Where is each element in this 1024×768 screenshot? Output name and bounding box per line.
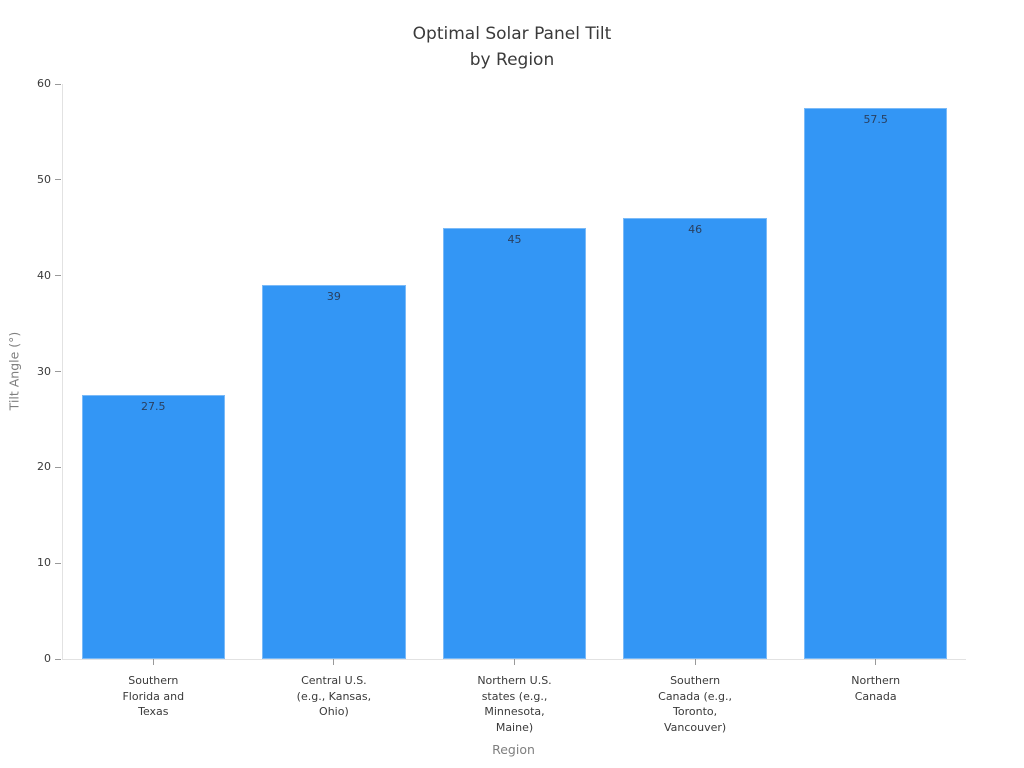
- x-tick-label: Central U.S. (e.g., Kansas, Ohio): [296, 674, 372, 718]
- bar: 45: [442, 227, 587, 659]
- bar: 57.5: [803, 107, 948, 659]
- x-tick-mark: [152, 659, 154, 665]
- y-tick-mark: [55, 179, 61, 181]
- y-tick-label: 50: [37, 172, 51, 186]
- y-tick-mark: [55, 562, 61, 564]
- y-tick-label: 10: [37, 556, 51, 570]
- y-tick-label: 30: [37, 364, 51, 378]
- x-tick-label: Southern Canada (e.g., Toronto, Vancouve…: [658, 674, 733, 734]
- x-tick-mark: [875, 659, 877, 665]
- y-tick-mark: [55, 83, 61, 85]
- plot-area: 0 10 20 30 40 50 60 27.5 39 45 46 57.5 Southern Fl…: [37, 77, 966, 734]
- bar-value-label: 45: [507, 232, 522, 246]
- x-tick-label: Northern U.S. states (e.g., Minnesota, M…: [477, 674, 552, 734]
- y-tick-mark: [55, 371, 61, 372]
- y-tick-mark: [55, 658, 61, 660]
- y-tick-label: 20: [37, 460, 51, 474]
- x-tick-label: Northern Canada: [851, 674, 901, 703]
- x-tick-mark: [333, 659, 335, 665]
- x-axis-title: Region: [492, 742, 535, 757]
- bar: 46: [623, 218, 767, 659]
- chart-title-line-2: by Region: [469, 50, 555, 70]
- bar-value-label: 46: [688, 223, 703, 237]
- x-tick-mark: [514, 659, 515, 665]
- y-tick-label: 40: [37, 268, 51, 282]
- bar-value-label: 39: [326, 290, 341, 304]
- y-tick-mark: [55, 466, 61, 468]
- y-tick-label: 60: [37, 77, 51, 90]
- y-tick-mark: [55, 275, 61, 277]
- bar: 39: [262, 285, 406, 659]
- chart-title: Optimal Solar Panel Tilt by Region: [0, 21, 1024, 73]
- bar-value-label: 57.5: [863, 112, 888, 126]
- y-tick-label: 0: [44, 652, 51, 665]
- x-tick-mark: [694, 659, 696, 665]
- bar-value-label: 27.5: [141, 400, 166, 414]
- bar: 27.5: [81, 395, 226, 659]
- chart-title-line-1: Optimal Solar Panel Tilt: [412, 24, 612, 44]
- x-tick-label: Southern Florida and Texas: [122, 674, 185, 718]
